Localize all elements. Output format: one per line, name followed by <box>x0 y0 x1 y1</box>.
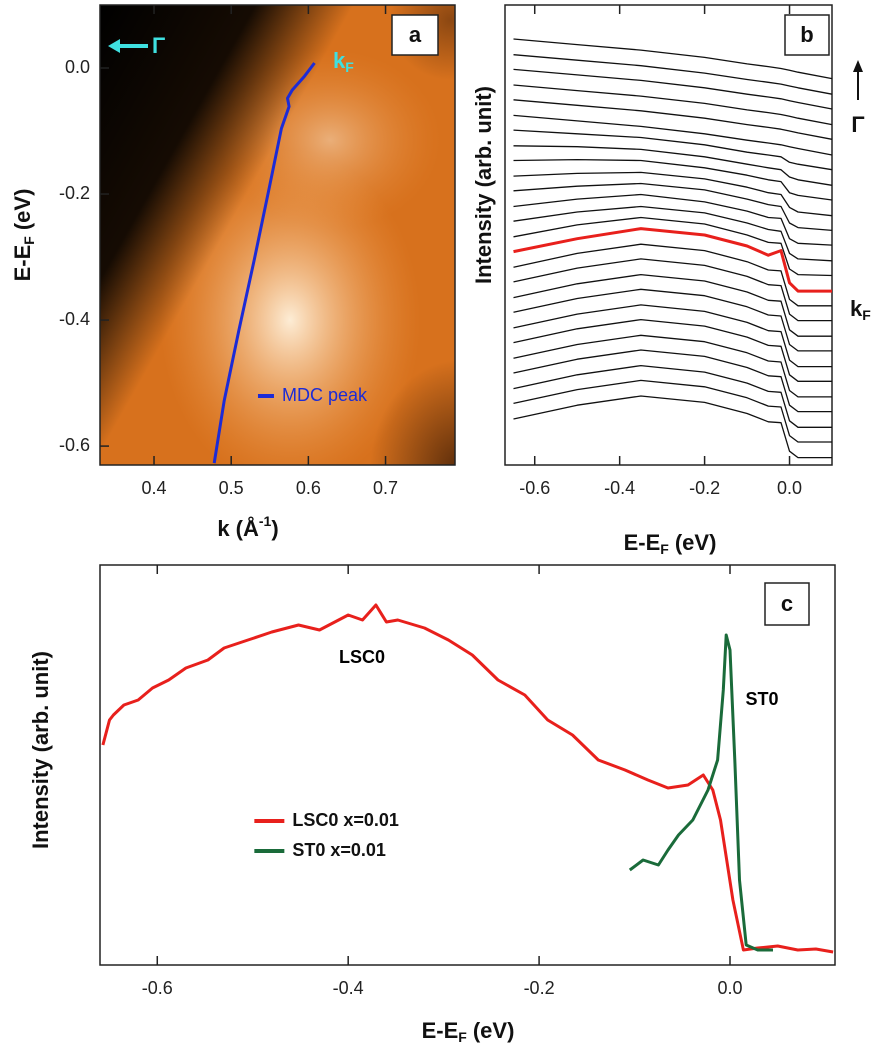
annotation: kF <box>850 296 871 323</box>
annotation-text: k <box>850 296 863 321</box>
label-sup: -1 <box>259 513 272 529</box>
series-line <box>513 304 832 368</box>
y-axis-label: Intensity (arb. unit) <box>28 651 53 849</box>
series-line <box>513 158 833 201</box>
series-line <box>513 114 833 156</box>
series-line <box>513 349 832 413</box>
y-axis-label: Intensity (arb. unit) <box>471 86 496 284</box>
series-line <box>513 205 833 262</box>
y-tick-label: -0.6 <box>59 435 90 455</box>
series-line <box>513 171 833 217</box>
annotation: LSC0 <box>339 647 385 667</box>
annotation-sub: F <box>862 307 871 323</box>
arrow-head <box>853 60 863 72</box>
x-tick-label: 0.5 <box>219 478 244 498</box>
series-line <box>513 38 833 80</box>
panel-label: b <box>800 22 813 47</box>
label-text: E-E <box>10 245 35 282</box>
x-tick-label: 0.0 <box>777 478 802 498</box>
x-tick-label: -0.6 <box>142 978 173 998</box>
label-unit: ) <box>271 516 278 541</box>
series-line <box>513 258 832 322</box>
legend-label: ST0 x=0.01 <box>292 840 386 860</box>
series-line <box>628 633 773 952</box>
series-line <box>513 334 832 398</box>
x-tick-label: -0.4 <box>333 978 364 998</box>
label-unit: (eV) <box>675 530 717 555</box>
panel-label-box <box>764 582 810 626</box>
series-line <box>513 99 833 140</box>
label-text: k (Å <box>217 515 259 541</box>
series-line <box>513 84 833 126</box>
x-axis-label: E-EF (eV) <box>624 530 717 557</box>
annotation: kF <box>333 48 354 75</box>
annotation-sub: F <box>345 59 354 75</box>
x-tick-label: 0.7 <box>373 478 398 498</box>
annotation: Γ <box>152 33 165 58</box>
series-line <box>513 54 833 95</box>
series-line <box>513 318 832 382</box>
series-line <box>212 62 316 464</box>
label-unit: (eV) <box>473 1018 515 1043</box>
frame-a <box>99 4 456 466</box>
series-line <box>101 603 834 954</box>
label-sub: F <box>660 541 669 557</box>
y-tick-label: -0.4 <box>59 309 90 329</box>
x-axis-label: k (Å-1) <box>217 513 278 541</box>
panel-label-box <box>784 14 830 56</box>
label-text: E-E <box>422 1018 459 1043</box>
x-axis-label: E-EF (eV) <box>422 1018 515 1045</box>
x-tick-label: -0.2 <box>689 478 720 498</box>
series-line <box>513 182 833 232</box>
series-line <box>513 216 833 277</box>
series-line <box>513 193 833 246</box>
series-line <box>513 243 832 307</box>
frame-c <box>99 564 836 966</box>
series-line <box>513 145 833 186</box>
label-unit: (eV) <box>10 189 35 231</box>
series-line <box>513 227 832 293</box>
label-sub: F <box>21 236 37 245</box>
arrow-head <box>108 39 120 53</box>
x-tick-label: -0.2 <box>524 978 555 998</box>
x-tick-label: -0.6 <box>519 478 550 498</box>
annotation: ST0 <box>745 689 778 709</box>
x-tick-label: 0.4 <box>142 478 167 498</box>
panel-label-box <box>391 14 439 56</box>
series-line <box>513 364 832 428</box>
legend-label: LSC0 x=0.01 <box>292 810 399 830</box>
panel-label: c <box>781 591 793 616</box>
x-tick-label: 0.0 <box>717 978 742 998</box>
series-line <box>513 395 832 459</box>
frame-b <box>504 4 833 466</box>
annotation: Γ <box>851 112 864 137</box>
x-tick-label: -0.4 <box>604 478 635 498</box>
series-line <box>513 379 832 443</box>
series-line <box>513 288 832 352</box>
label-text: E-E <box>624 530 661 555</box>
panel-label: a <box>409 22 422 47</box>
label-sub: F <box>458 1029 467 1045</box>
series-line <box>513 129 833 171</box>
x-tick-label: 0.6 <box>296 478 321 498</box>
y-axis-label: E-EF (eV) <box>10 189 37 282</box>
y-tick-label: 0.0 <box>65 57 90 77</box>
annotation-text: k <box>333 48 346 73</box>
series-line <box>513 68 833 110</box>
y-tick-label: -0.2 <box>59 183 90 203</box>
series-line <box>513 273 832 337</box>
legend-label: MDC peak <box>282 385 368 405</box>
